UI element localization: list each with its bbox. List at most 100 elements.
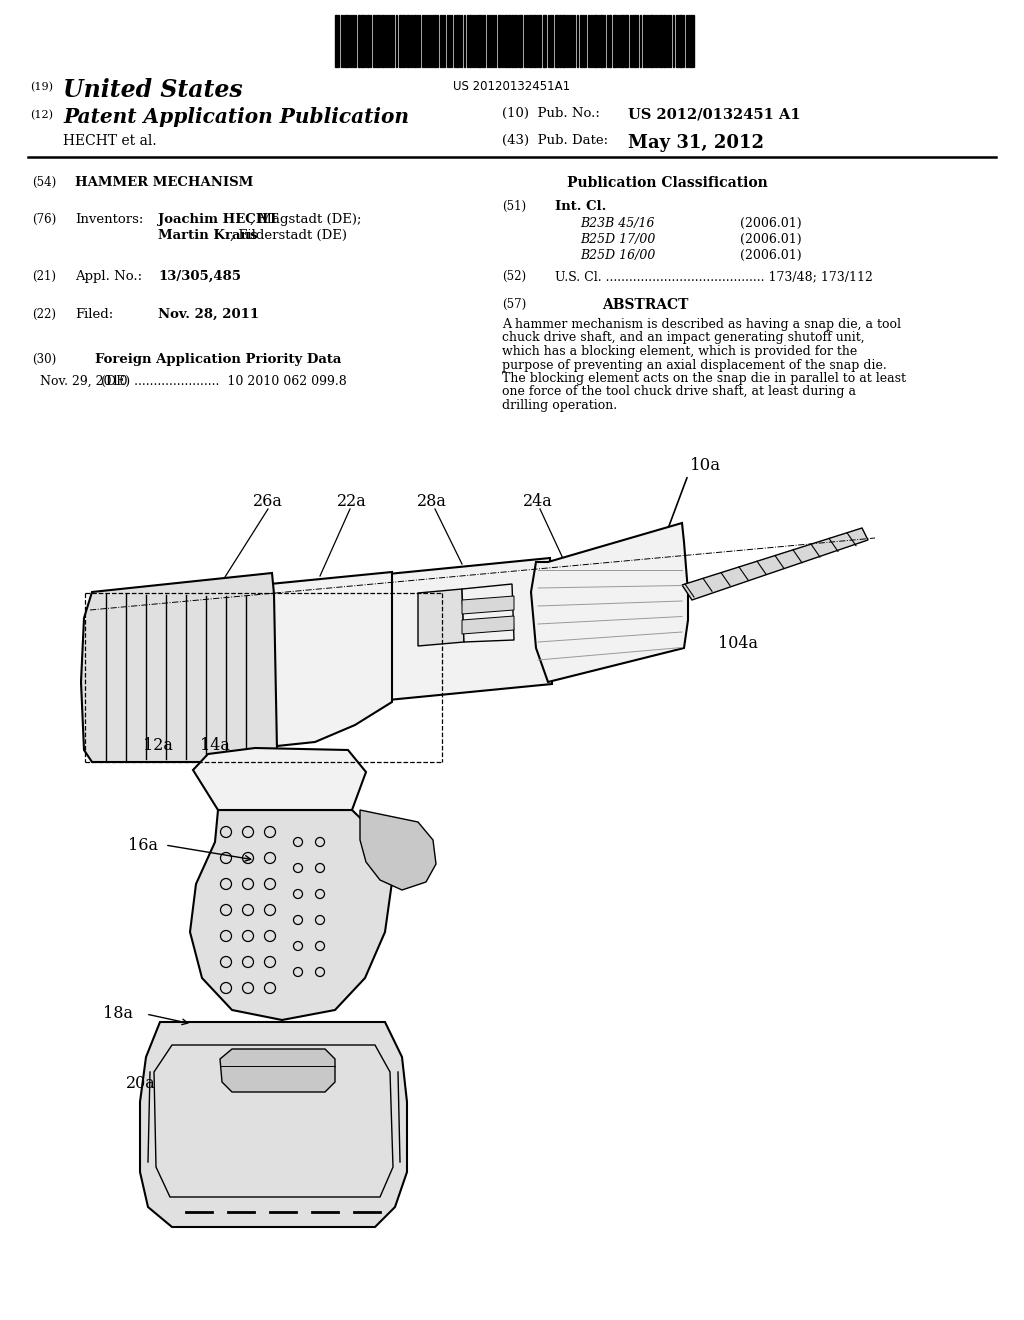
Text: HAMMER MECHANISM: HAMMER MECHANISM: [75, 176, 253, 189]
Text: B23B 45/16: B23B 45/16: [580, 216, 654, 230]
Polygon shape: [462, 616, 514, 634]
Text: (2006.01): (2006.01): [740, 249, 802, 261]
Bar: [559, 15, 561, 67]
Text: A hammer mechanism is described as having a snap die, a tool: A hammer mechanism is described as havin…: [502, 318, 901, 331]
Polygon shape: [462, 597, 514, 614]
Text: (51): (51): [502, 201, 526, 213]
Polygon shape: [140, 1022, 407, 1228]
Bar: [676, 15, 678, 67]
Text: which has a blocking element, which is provided for the: which has a blocking element, which is p…: [502, 345, 857, 358]
Bar: [414, 15, 416, 67]
Bar: [399, 15, 401, 67]
Text: 12a: 12a: [143, 738, 173, 755]
Text: 26a: 26a: [253, 494, 283, 511]
Text: May 31, 2012: May 31, 2012: [628, 135, 764, 152]
Text: (52): (52): [502, 271, 526, 282]
Text: , Magstadt (DE);: , Magstadt (DE);: [250, 213, 361, 226]
Bar: [478, 15, 481, 67]
Text: (12): (12): [30, 110, 53, 120]
Bar: [663, 15, 665, 67]
Bar: [511, 15, 513, 67]
Polygon shape: [682, 528, 868, 601]
Polygon shape: [190, 810, 392, 1020]
Text: (2006.01): (2006.01): [740, 234, 802, 246]
Bar: [534, 15, 536, 67]
Text: 10a: 10a: [690, 458, 721, 474]
Text: Inventors:: Inventors:: [75, 213, 143, 226]
Text: US 2012/0132451 A1: US 2012/0132451 A1: [628, 107, 801, 121]
Bar: [613, 15, 616, 67]
Text: (43)  Pub. Date:: (43) Pub. Date:: [502, 135, 608, 147]
Text: (19): (19): [30, 82, 53, 92]
Text: one force of the tool chuck drive shaft, at least during a: one force of the tool chuck drive shaft,…: [502, 385, 856, 399]
Bar: [690, 15, 692, 67]
Bar: [345, 15, 348, 67]
Bar: [609, 15, 611, 67]
Bar: [407, 15, 409, 67]
Polygon shape: [418, 589, 464, 645]
Bar: [358, 15, 360, 67]
Polygon shape: [81, 573, 278, 762]
Bar: [434, 15, 436, 67]
Text: (57): (57): [502, 298, 526, 312]
Bar: [469, 15, 471, 67]
Bar: [643, 15, 645, 67]
Polygon shape: [220, 1049, 335, 1092]
Text: B25D 16/00: B25D 16/00: [580, 249, 655, 261]
Bar: [361, 15, 364, 67]
Text: B25D 17/00: B25D 17/00: [580, 234, 655, 246]
Text: 104a: 104a: [718, 635, 758, 652]
Text: 13/305,485: 13/305,485: [158, 271, 241, 282]
Polygon shape: [168, 572, 392, 748]
Text: The blocking element acts on the snap die in parallel to at least: The blocking element acts on the snap di…: [502, 372, 906, 385]
Text: 16a: 16a: [128, 837, 158, 854]
Bar: [514, 15, 516, 67]
Polygon shape: [360, 810, 436, 890]
Text: (76): (76): [32, 213, 56, 226]
Text: Int. Cl.: Int. Cl.: [555, 201, 606, 213]
Text: U.S. Cl. ......................................... 173/48; 173/112: U.S. Cl. ...............................…: [555, 271, 872, 282]
Text: (22): (22): [32, 308, 56, 321]
Bar: [650, 15, 653, 67]
Text: (10)  Pub. No.:: (10) Pub. No.:: [502, 107, 600, 120]
Bar: [335, 15, 337, 67]
Text: 28a: 28a: [417, 494, 446, 511]
Text: HECHT et al.: HECHT et al.: [63, 135, 157, 148]
Bar: [539, 15, 541, 67]
Bar: [555, 15, 558, 67]
Bar: [621, 15, 624, 67]
Text: 14a: 14a: [200, 738, 230, 755]
Bar: [373, 15, 375, 67]
Text: 18a: 18a: [103, 1006, 133, 1023]
Text: Appl. No.:: Appl. No.:: [75, 271, 142, 282]
Bar: [376, 15, 379, 67]
Text: 22a: 22a: [337, 494, 367, 511]
Bar: [530, 15, 532, 67]
Polygon shape: [462, 583, 514, 642]
Text: drilling operation.: drilling operation.: [502, 399, 617, 412]
Text: chuck drive shaft, and an impact generating shutoff unit,: chuck drive shaft, and an impact generat…: [502, 331, 864, 345]
Bar: [625, 15, 628, 67]
Text: 20a: 20a: [126, 1076, 156, 1093]
Text: (DE) ......................  10 2010 062 099.8: (DE) ...................... 10 2010 062 …: [85, 375, 347, 388]
Polygon shape: [531, 523, 688, 682]
Text: Joachim HECHT: Joachim HECHT: [158, 213, 279, 226]
Bar: [505, 15, 507, 67]
Polygon shape: [388, 558, 552, 700]
Text: , Filderstadt (DE): , Filderstadt (DE): [230, 228, 347, 242]
Text: Foreign Application Priority Data: Foreign Application Priority Data: [95, 352, 341, 366]
Text: (30): (30): [32, 352, 56, 366]
Text: ABSTRACT: ABSTRACT: [602, 298, 688, 312]
Bar: [456, 15, 458, 67]
Bar: [498, 15, 500, 67]
Text: US 20120132451A1: US 20120132451A1: [454, 81, 570, 92]
Bar: [634, 15, 636, 67]
Text: Filed:: Filed:: [75, 308, 114, 321]
Text: (21): (21): [32, 271, 56, 282]
Bar: [382, 15, 384, 67]
Bar: [660, 15, 662, 67]
Bar: [679, 15, 682, 67]
Polygon shape: [193, 748, 366, 810]
Bar: [594, 15, 597, 67]
Text: purpose of preventing an axial displacement of the snap die.: purpose of preventing an axial displacem…: [502, 359, 887, 371]
